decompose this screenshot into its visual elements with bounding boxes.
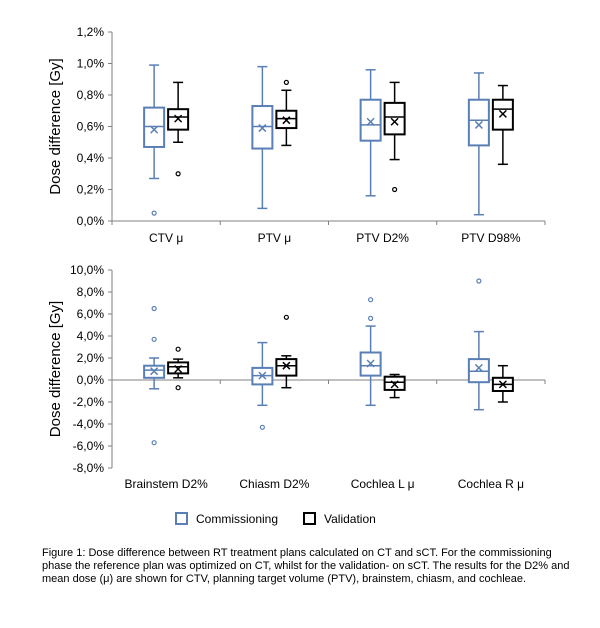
commissioning-mean-marker: [258, 371, 267, 380]
validation-outlier: [283, 314, 289, 320]
commissioning-box: [359, 98, 382, 142]
y-tick-label: 4,0%: [77, 329, 105, 343]
legend-commissioning-label: Commissioning: [196, 512, 278, 526]
y-tick-label: -4,0%: [73, 417, 105, 431]
chart-bottom: -8,0% -6,0% -4,0% -2,0% 0,0% 2,0% 4,0% 6,0% 8,0%…: [47, 263, 546, 491]
validation-mean-marker: [174, 114, 183, 123]
validation-box: [383, 101, 406, 136]
category-label: PTV D2%: [356, 231, 409, 245]
validation-mean-marker: [498, 109, 507, 118]
validation-outlier: [175, 171, 181, 177]
y-tick-label: 0,8%: [77, 88, 105, 102]
commissioning-outlier: [476, 278, 482, 284]
y-tick-label: 0,2%: [77, 183, 105, 197]
validation-mean-marker: [498, 380, 507, 389]
commissioning-mean-marker: [474, 363, 483, 372]
y-tick-label: -2,0%: [73, 395, 105, 409]
commissioning-outlier: [368, 297, 374, 303]
legend-commissioning-swatch: [175, 512, 188, 525]
category-label: Cochlea L μ: [351, 477, 415, 491]
figure-caption: Figure 1: Dose difference between RT tre…: [42, 547, 570, 585]
validation-mean-marker: [174, 364, 183, 374]
commissioning-mean-marker: [366, 117, 375, 126]
y-tick-label: 1,2%: [77, 25, 105, 39]
category-label: PTV μ: [258, 231, 292, 245]
commissioning-outlier: [151, 305, 157, 312]
y-tick-label: 0,4%: [77, 151, 105, 165]
y-tick-label: 2,0%: [77, 351, 105, 365]
commissioning-box: [143, 106, 166, 148]
category-label: CTV μ: [149, 231, 183, 245]
y-tick-label: 0,0%: [77, 214, 105, 228]
commissioning-mean-marker: [366, 359, 375, 368]
y-tick-label: 1,0%: [77, 57, 105, 71]
y-tick-label: -8,0%: [73, 461, 105, 475]
legend-validation-swatch: [303, 512, 316, 525]
validation-outlier: [283, 79, 289, 86]
commissioning-mean-marker: [474, 120, 483, 129]
commissioning-outlier: [368, 315, 374, 321]
legend-validation-label: Validation: [324, 512, 376, 526]
commissioning-mean-marker: [258, 124, 267, 133]
commissioning-outlier: [259, 424, 265, 430]
category-label: Cochlea R μ: [458, 477, 524, 491]
y-tick-label: 10,0%: [70, 263, 104, 277]
validation-box: [383, 375, 406, 391]
commissioning-mean-marker: [150, 125, 159, 134]
validation-box: [167, 361, 190, 375]
commissioning-outlier: [151, 336, 157, 342]
y-tick-label: 8,0%: [77, 285, 105, 299]
category-label: Chiasm D2%: [239, 477, 309, 491]
validation-outlier: [392, 186, 398, 193]
commissioning-mean-marker: [150, 367, 159, 376]
validation-mean-marker: [390, 117, 399, 126]
y-tick-label: 6,0%: [77, 307, 105, 321]
y-tick-label: -6,0%: [73, 439, 105, 453]
commissioning-outlier: [151, 440, 157, 446]
validation-mean-marker: [390, 380, 399, 389]
figure: 0,0% 0,2% 0,4% 0,6% 0,8% 1,0% 1,2% Dose differe…: [47, 25, 546, 526]
validation-box: [275, 358, 298, 377]
chart-top: 0,0% 0,2% 0,4% 0,6% 0,8% 1,0% 1,2% Dose differe…: [47, 25, 546, 245]
y-axis-title: Dose difference [Gy]: [47, 58, 64, 194]
category-label: PTV D98%: [461, 231, 521, 245]
commissioning-box: [467, 98, 490, 147]
validation-mean-marker: [282, 116, 291, 125]
y-tick-label: 0,6%: [77, 120, 105, 134]
legend: Commissioning Validation: [175, 512, 376, 526]
y-tick-label: 0,0%: [77, 373, 105, 387]
validation-outlier: [175, 385, 181, 391]
validation-outlier: [175, 346, 181, 352]
y-axis-title: Dose difference [Gy]: [47, 301, 64, 437]
category-label: Brainstem D2%: [124, 477, 208, 491]
validation-mean-marker: [282, 361, 291, 370]
commissioning-outlier: [151, 210, 157, 216]
